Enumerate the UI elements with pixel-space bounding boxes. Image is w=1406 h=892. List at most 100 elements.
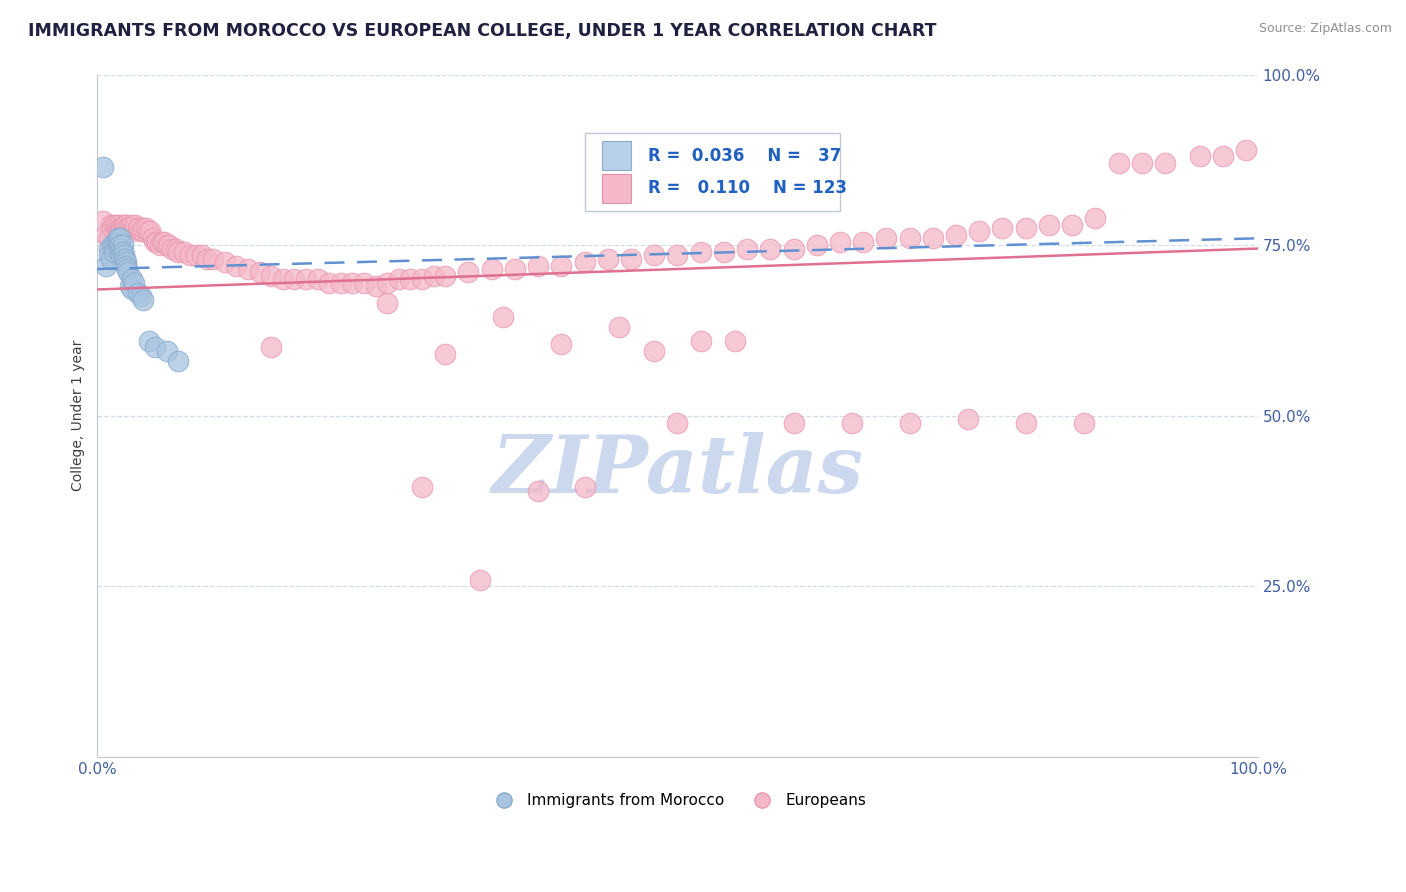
Point (735, 242, 758, 256)
Point (132, 221, 155, 235)
Point (112, 248, 135, 262)
Text: R =  0.036    N =   37: R = 0.036 N = 37 (648, 146, 842, 165)
Point (121, 218, 143, 232)
Point (108, 218, 131, 232)
Point (609, 320, 631, 334)
Point (806, 238, 828, 252)
Point (643, 248, 665, 262)
Point (110, 242, 132, 256)
Point (114, 252, 136, 266)
Point (991, 221, 1014, 235)
FancyBboxPatch shape (602, 142, 631, 170)
Point (112, 218, 135, 232)
Point (318, 276, 340, 290)
Point (167, 244, 190, 259)
Point (271, 272, 294, 286)
Point (121, 283, 143, 297)
Point (156, 343, 179, 358)
Point (1073, 416, 1095, 430)
Point (156, 238, 179, 252)
Text: IMMIGRANTS FROM MOROCCO VS EUROPEAN COLLEGE, UNDER 1 YEAR CORRELATION CHART: IMMIGRANTS FROM MOROCCO VS EUROPEAN COLL… (28, 22, 936, 40)
Point (260, 341, 283, 355)
Point (666, 248, 689, 262)
Point (342, 276, 364, 290)
Point (503, 262, 526, 277)
Point (117, 221, 139, 235)
Point (184, 248, 207, 262)
Point (121, 225, 143, 239)
Text: ZIPatlas: ZIPatlas (491, 432, 863, 509)
Point (492, 310, 515, 324)
Point (104, 242, 127, 256)
Point (666, 416, 689, 430)
Point (214, 255, 236, 269)
Point (97, 242, 120, 256)
Point (596, 252, 619, 266)
Point (1084, 211, 1107, 225)
Point (96, 259, 118, 273)
Point (115, 259, 138, 273)
Point (468, 573, 491, 587)
Point (1212, 149, 1234, 163)
Point (1234, 143, 1257, 157)
Point (165, 242, 187, 256)
Point (195, 252, 218, 266)
Point (1038, 218, 1060, 232)
Point (91, 214, 114, 228)
Point (103, 238, 125, 252)
Point (91, 160, 114, 174)
Point (574, 255, 596, 269)
Point (132, 225, 155, 239)
Point (574, 480, 596, 494)
Text: R =   0.110    N = 123: R = 0.110 N = 123 (648, 179, 848, 197)
Point (434, 347, 457, 361)
Point (956, 412, 979, 426)
Point (550, 259, 572, 273)
Point (782, 416, 804, 430)
Point (150, 235, 173, 249)
Point (898, 231, 921, 245)
Point (110, 221, 132, 235)
Point (1015, 221, 1038, 235)
Point (179, 248, 201, 262)
Point (875, 231, 897, 245)
Point (97, 231, 120, 245)
Point (110, 221, 132, 235)
Point (724, 334, 747, 348)
Point (111, 221, 134, 235)
Point (422, 268, 444, 283)
Point (110, 235, 132, 249)
Point (689, 334, 711, 348)
Point (129, 289, 152, 303)
Point (388, 272, 411, 286)
Point (103, 218, 125, 232)
Point (142, 231, 165, 245)
Point (114, 218, 136, 232)
Point (967, 225, 990, 239)
Point (759, 242, 782, 256)
Point (236, 262, 259, 277)
Point (898, 416, 921, 430)
Point (481, 262, 503, 277)
Point (1015, 416, 1038, 430)
Point (110, 238, 132, 252)
Point (115, 262, 138, 277)
Point (136, 225, 159, 239)
Point (103, 244, 125, 259)
Point (96, 227, 118, 242)
Point (101, 238, 124, 252)
Point (375, 296, 398, 310)
Point (122, 276, 145, 290)
Point (127, 285, 149, 300)
Point (115, 255, 138, 269)
Point (399, 272, 422, 286)
Point (411, 480, 433, 494)
Point (167, 354, 190, 368)
Point (173, 244, 195, 259)
Point (375, 276, 398, 290)
Legend: Immigrants from Morocco, Europeans: Immigrants from Morocco, Europeans (482, 787, 872, 814)
Point (713, 244, 735, 259)
Point (100, 252, 122, 266)
Point (782, 242, 804, 256)
Point (1188, 149, 1211, 163)
